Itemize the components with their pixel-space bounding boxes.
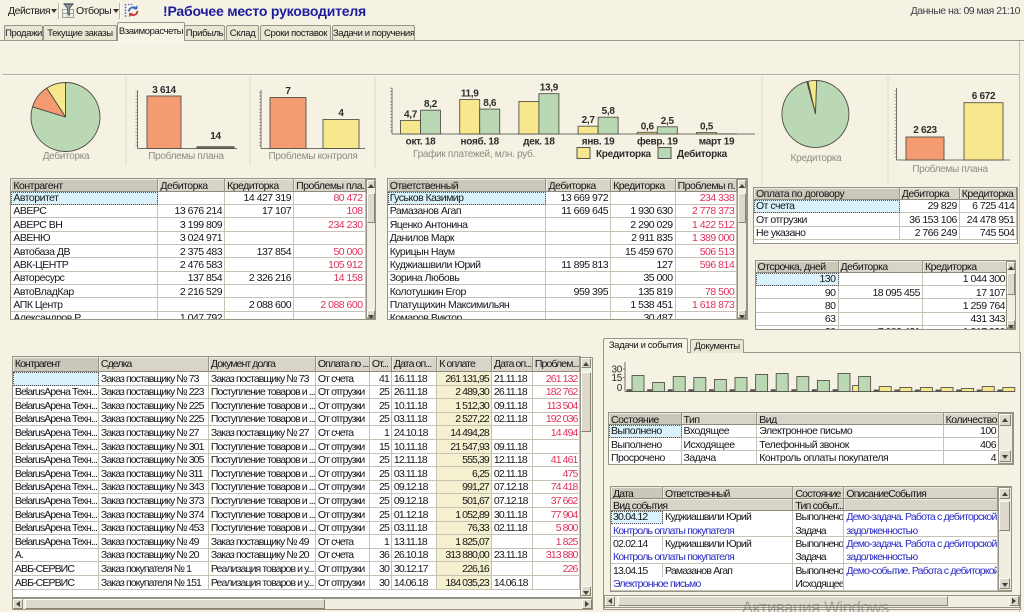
svg-text:2,7: 2,7 [582,115,596,126]
svg-text:7: 7 [285,86,291,97]
svg-text:нояб. 18: нояб. 18 [461,136,500,148]
svg-text:Кредиторка: Кредиторка [791,153,843,164]
svg-text:дек. 18: дек. 18 [523,137,555,148]
svg-text:2,5: 2,5 [661,116,675,127]
svg-text:8,2: 8,2 [424,99,438,110]
svg-text:февр. 19: февр. 19 [637,136,678,148]
svg-text:15: 15 [611,373,622,384]
svg-text:0,6: 0,6 [641,121,655,132]
svg-text:март 19: март 19 [699,137,735,148]
svg-text:окт. 18: окт. 18 [406,137,436,148]
svg-text:5,8: 5,8 [602,106,616,117]
svg-text:3 614: 3 614 [152,85,176,96]
svg-text:8,6: 8,6 [483,98,497,109]
svg-text:Кредиторка: Кредиторка [596,149,652,160]
svg-text:14: 14 [210,131,221,142]
svg-text:Проблемы плана: Проблемы плана [912,163,988,175]
svg-text:2 623: 2 623 [913,125,937,136]
svg-text:Дебиторка: Дебиторка [677,148,728,160]
svg-text:11,9: 11,9 [461,89,479,100]
svg-text:Проблемы плана: Проблемы плана [148,150,224,162]
svg-text:4: 4 [338,108,344,119]
svg-text:янв. 19: янв. 19 [582,137,615,148]
svg-text:0: 0 [617,383,623,394]
svg-text:4,7: 4,7 [404,109,418,120]
svg-text:График платежей, млн. руб.: График платежей, млн. руб. [413,148,535,160]
svg-text:Дебиторка: Дебиторка [43,150,90,162]
svg-text:13,9: 13,9 [540,83,559,94]
svg-text:0,5: 0,5 [700,122,714,133]
svg-text:6 672: 6 672 [972,91,996,102]
svg-text:Проблемы контроля: Проблемы контроля [268,150,357,162]
svg-text:30: 30 [611,365,622,376]
